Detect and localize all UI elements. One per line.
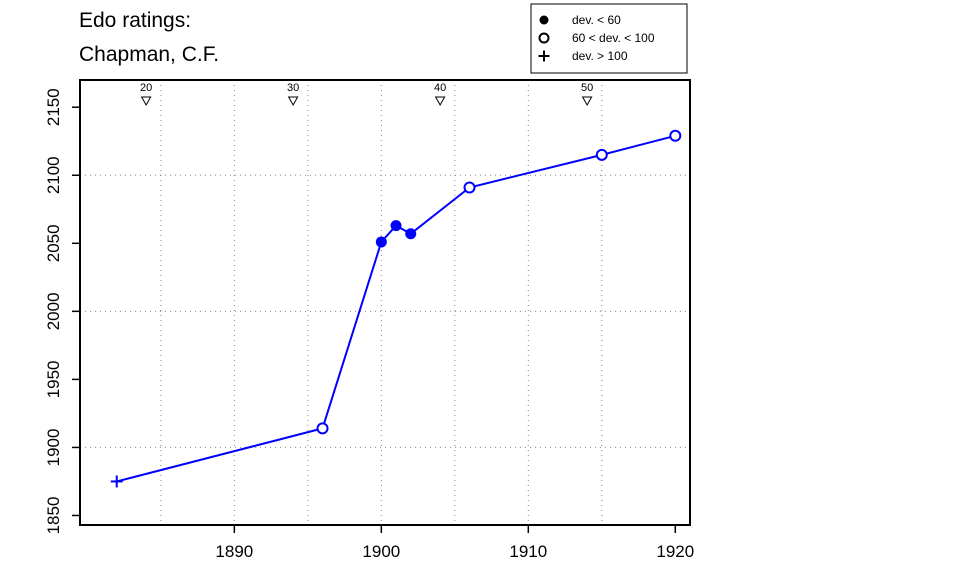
y-tick-label: 1900	[44, 429, 63, 467]
rating-line	[116, 134, 676, 483]
y-tick-label: 1850	[44, 497, 63, 535]
legend-box	[530, 3, 688, 74]
data-point-open	[463, 181, 476, 194]
chart-title-line-2: Chapman, C.F.	[79, 43, 219, 66]
x-axis: 1890 1900 1910 1920	[215, 525, 694, 561]
y-tick-label: 1950	[44, 360, 63, 398]
y-tick-label: 2100	[44, 156, 63, 194]
x-tick-label: 1910	[509, 542, 547, 561]
legend-label: dev. < 60	[572, 13, 621, 27]
data-point-filled	[390, 220, 402, 232]
legend-label: dev. > 100	[572, 49, 628, 63]
age-triangle-icon	[434, 96, 446, 107]
y-axis: 1850 1900 1950 2000 2050 2100 2150	[44, 88, 80, 534]
age-triangle-icon	[581, 96, 593, 107]
legend-filled-circle-icon	[539, 15, 549, 25]
legend-plus-icon	[538, 50, 550, 62]
y-tick-label: 2050	[44, 224, 63, 262]
data-point-filled	[405, 228, 417, 240]
age-triangle-icon	[140, 96, 152, 107]
plot-frame	[79, 79, 691, 526]
age-label: 40	[434, 82, 446, 94]
age-label: 50	[581, 82, 593, 94]
data-point-open	[669, 129, 682, 142]
legend-open-circle-icon	[538, 32, 550, 44]
age-markers: 20 30 40 50	[140, 82, 593, 107]
x-tick-label: 1900	[362, 542, 400, 561]
age-label: 20	[140, 82, 152, 94]
age-label: 30	[287, 82, 299, 94]
data-point-plus	[110, 475, 123, 488]
data-point-filled	[375, 236, 387, 248]
x-tick-label: 1890	[215, 542, 253, 561]
legend: dev. < 60 60 < dev. < 100 dev. > 100	[530, 3, 688, 74]
x-tick-label: 1920	[656, 542, 694, 561]
rating-series	[110, 129, 682, 488]
y-tick-label: 2000	[44, 292, 63, 330]
y-tick-label: 2150	[44, 88, 63, 126]
data-point-open	[595, 148, 608, 161]
grid	[80, 80, 690, 525]
chart-title-line-1: Edo ratings:	[79, 9, 191, 32]
age-triangle-icon	[287, 96, 299, 107]
data-point-open	[316, 422, 329, 435]
legend-label: 60 < dev. < 100	[572, 31, 655, 45]
